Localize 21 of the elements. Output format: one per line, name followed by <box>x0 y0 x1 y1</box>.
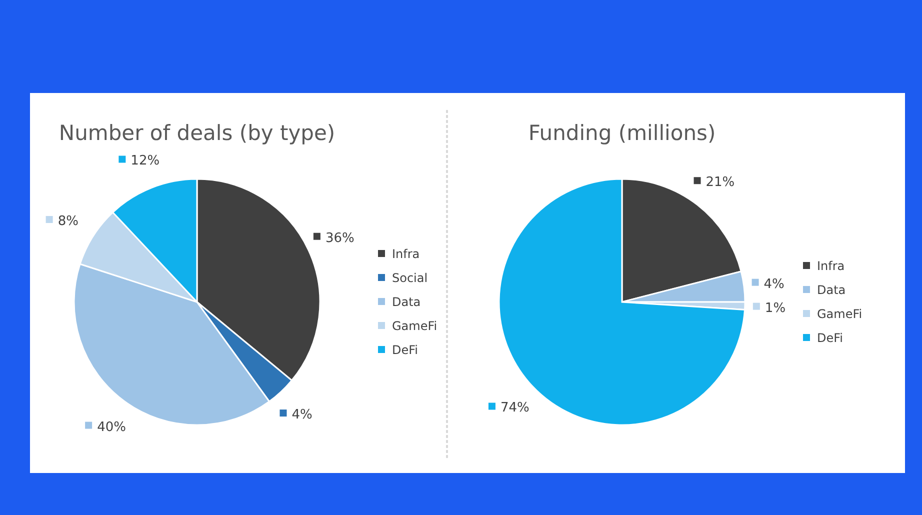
data-label: 12% <box>130 154 160 169</box>
data-label: 1% <box>764 300 786 316</box>
data-label: 4% <box>764 276 784 292</box>
legend-label: Data <box>392 295 421 309</box>
legend-label: Data <box>817 283 846 297</box>
data-label: 40% <box>97 420 126 435</box>
chart-title: Funding (millions) <box>528 121 716 145</box>
legend-label: GameFi <box>392 319 438 333</box>
chart-title: Number of deals (by type) <box>58 121 336 145</box>
legend-label: GameFi <box>817 307 862 321</box>
pie-slice <box>498 178 746 426</box>
data-label: 36% <box>325 230 354 246</box>
legend-label: Infra <box>392 247 420 261</box>
data-label: 74% <box>500 400 530 416</box>
data-label: 4% <box>292 408 312 423</box>
legend-label: DeFi <box>392 343 418 357</box>
legend-label: Infra <box>817 259 845 273</box>
data-label: 8% <box>58 214 78 230</box>
legend-label: DeFi <box>817 331 843 345</box>
data-label: 21% <box>706 175 735 190</box>
legend-label: Social <box>392 271 428 285</box>
